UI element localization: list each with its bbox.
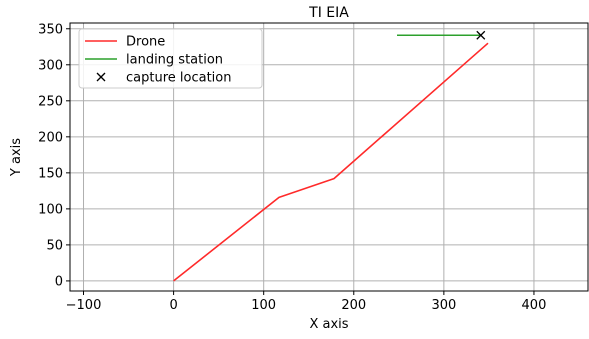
legend-box [78, 28, 263, 89]
legend-capture-location-swatch-stroke [96, 72, 106, 82]
chart-title: TI EIA [308, 5, 349, 21]
legend-capture-location-swatch [96, 72, 106, 82]
legend-drone-label: Drone [126, 35, 165, 50]
x-tick-label: 400 [522, 298, 547, 313]
y-tick-label: 350 [38, 22, 63, 37]
y-axis-label: Y axis [9, 138, 24, 177]
x-tick-label: −100 [66, 298, 102, 313]
x-tick-label: 0 [169, 298, 177, 313]
legend-landing-station-label: landing station [126, 53, 223, 68]
y-tick-label: 200 [38, 130, 63, 145]
x-tick-label: 300 [431, 298, 456, 313]
y-tick-label: 100 [38, 202, 63, 217]
legend-capture-location-label: capture location [126, 71, 231, 86]
drone-line [173, 42, 489, 282]
y-tick-label: 50 [46, 238, 63, 253]
legend: Drone landing station capture location [78, 28, 263, 89]
y-tick-label: 300 [38, 58, 63, 73]
plot-area-frame [69, 22, 589, 292]
grid [70, 23, 588, 291]
y-tick-label: 0 [55, 274, 63, 289]
y-tick-label: 150 [38, 166, 63, 181]
x-axis-label: X axis [309, 317, 348, 332]
x-tick-label: 100 [251, 298, 276, 313]
capture-location-marker-stroke [476, 30, 486, 40]
y-tick-label: 250 [38, 94, 63, 109]
x-tick-label: 200 [341, 298, 366, 313]
series-layer [173, 30, 489, 282]
capture-location-marker [476, 30, 486, 40]
